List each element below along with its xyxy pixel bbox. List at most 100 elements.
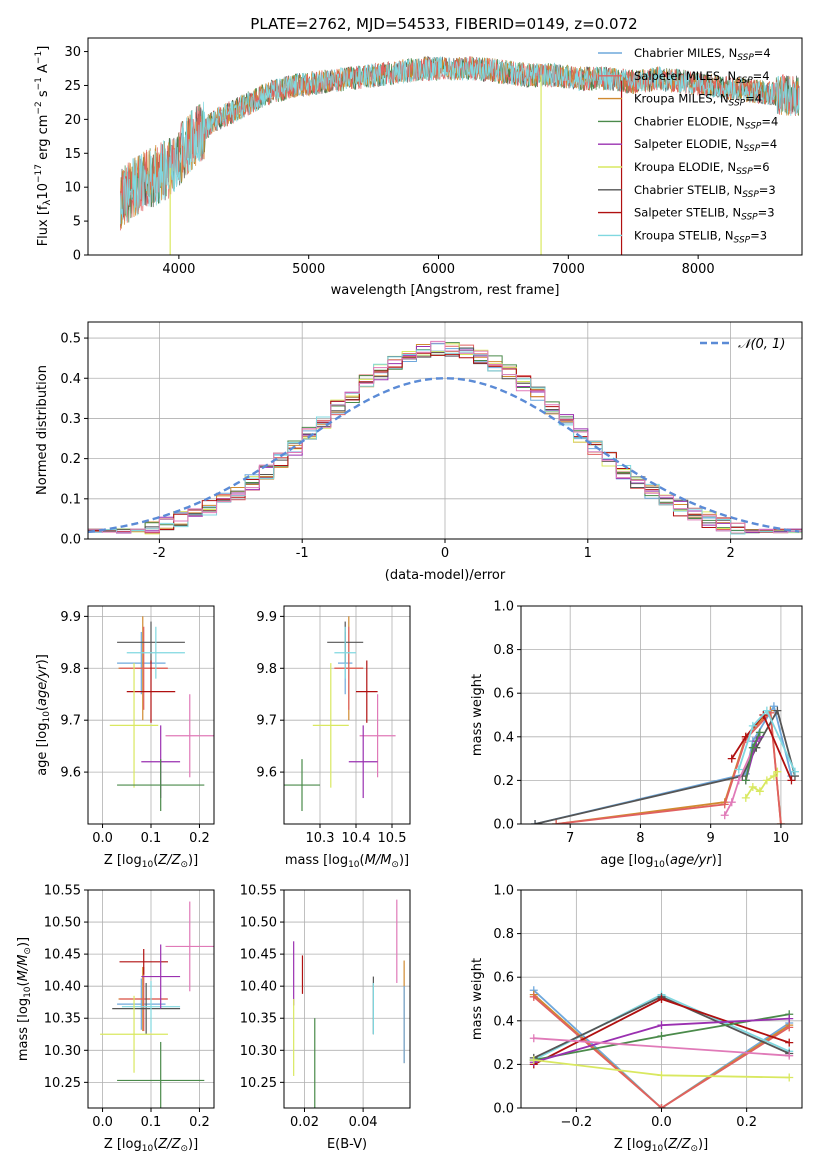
y-axis-label: Flux [fλ10−17 erg cm−2 s−1 A−1] xyxy=(34,46,53,247)
legend-label-part: Kroupa MILES, N xyxy=(634,92,729,106)
x-axis-label-part: ⊙ xyxy=(180,860,188,870)
y-axis-label-part: age [log xyxy=(35,723,50,776)
x-axis-label-part: 10 xyxy=(652,1144,664,1154)
x-tick-label: 0.2 xyxy=(189,831,210,846)
x-tick-label: 0.04 xyxy=(349,1115,378,1130)
x-axis-label: wavelength [Angstrom, rest frame] xyxy=(331,283,560,298)
weight-vs-age-axes: 7 8 9 10 0.0 0.2 0.4 0.6 0.8 1.0 xyxy=(493,600,802,846)
series-marker xyxy=(790,767,799,776)
series-marker xyxy=(531,820,540,824)
legend-label: Salpeter ELODIE, NSSP=4 xyxy=(634,137,777,154)
y-tick-label: 0.0 xyxy=(493,1102,514,1117)
y-tick-label: 0.6 xyxy=(493,687,514,702)
legend-label-part: SSP xyxy=(736,167,753,177)
weight-vs-age-frame xyxy=(520,605,803,825)
y-tick-label: 0.2 xyxy=(60,452,81,467)
y-axis-label-part: erg cm xyxy=(36,115,51,164)
y-tick-label: 0.1 xyxy=(60,492,81,507)
y-tick-label: 0.2 xyxy=(493,774,514,789)
legend-label-part: Salpeter MILES, N xyxy=(634,69,736,83)
x-tick-label: 7000 xyxy=(552,262,585,277)
x-axis-label-part: 10 xyxy=(348,860,360,870)
y-tick-label: 9.6 xyxy=(256,766,277,781)
y-tick-label: 0 xyxy=(73,249,81,264)
x-axis-label-part: ( xyxy=(665,853,670,868)
series-marker xyxy=(785,1023,794,1032)
y-axis-label: Normed distribution xyxy=(35,365,50,495)
legend-label: Kroupa ELODIE, NSSP=6 xyxy=(634,160,770,177)
y-tick-label: 1.0 xyxy=(493,884,514,899)
x-tick-label: 10.3 xyxy=(306,831,335,846)
x-axis-label: E(B-V) xyxy=(327,1137,367,1152)
series-marker xyxy=(748,782,757,791)
y-tick-label: 10.55 xyxy=(240,884,277,899)
y-tick-label: 9.7 xyxy=(60,714,81,729)
y-tick-label: 10.50 xyxy=(240,916,277,931)
y-axis-label-part: ] xyxy=(36,46,51,51)
x-tick-label: 10 xyxy=(773,831,790,846)
x-tick-label: 0.0 xyxy=(92,831,113,846)
x-axis-label-part: ( xyxy=(663,1137,668,1152)
x-tick-label: 0.0 xyxy=(651,1115,672,1130)
legend-label: Chabrier MILES, NSSP=4 xyxy=(634,46,771,63)
y-tick-label: 10.40 xyxy=(240,980,277,995)
x-axis-label-part: M/M xyxy=(365,853,392,868)
legend-label-part: =3 xyxy=(759,183,776,197)
y-axis-label-part: )] xyxy=(16,937,31,947)
legend-label-part: =6 xyxy=(753,160,770,174)
legend-label-part: Chabrier MILES, N xyxy=(634,46,737,60)
y-axis-label-part: s xyxy=(36,90,51,101)
y-axis-label-part: 10 xyxy=(36,183,51,200)
y-tick-label: 10.25 xyxy=(240,1076,277,1091)
series-marker xyxy=(657,1021,666,1030)
series-marker xyxy=(720,800,729,809)
y-tick-label: 10.45 xyxy=(44,948,81,963)
y-axis-label: mass [log10(M/M⊙)] xyxy=(16,937,33,1061)
x-tick-label: 0.1 xyxy=(141,1115,162,1130)
series-marker xyxy=(657,1071,666,1080)
y-axis-label-part: Flux [f xyxy=(36,205,51,246)
legend-label-part: =4 xyxy=(745,92,762,106)
y-tick-label: 0.2 xyxy=(493,1058,514,1073)
y-axis-label-part: 10 xyxy=(42,711,52,723)
y-axis-label-part: A xyxy=(36,64,51,77)
legend-label-part: SSP xyxy=(734,235,751,245)
y-axis-label-part: ⊙ xyxy=(23,947,33,955)
spectrum-line xyxy=(120,56,800,225)
y-axis-label-part: −1 xyxy=(34,77,44,90)
mass-vs-EBV-frame xyxy=(283,889,411,1109)
x-axis-label-part: ( xyxy=(360,853,365,868)
series-marker xyxy=(657,995,666,1003)
y-tick-label: 0.4 xyxy=(493,730,514,745)
legend-label-part: =4 xyxy=(754,46,771,60)
series-marker xyxy=(741,793,750,802)
legend-label-part: Kroupa ELODIE, N xyxy=(634,160,736,174)
series-marker xyxy=(769,702,778,711)
y-tick-label: 9.6 xyxy=(60,766,81,781)
x-axis-label-part: Z [log xyxy=(104,1137,142,1152)
x-tick-label: 5000 xyxy=(292,262,325,277)
y-tick-label: 1.0 xyxy=(493,600,514,615)
x-axis-label-part: age [log xyxy=(600,853,653,868)
legend-label: Kroupa STELIB, NSSP=3 xyxy=(634,228,767,245)
x-tick-label: 10.4 xyxy=(342,831,371,846)
x-tick-label: 2 xyxy=(726,546,734,561)
legend-label-part: SSP xyxy=(742,190,759,200)
series-marker xyxy=(657,1032,666,1041)
x-tick-label: 0.0 xyxy=(92,1115,113,1130)
y-axis-label-part: mass [log xyxy=(16,998,31,1061)
weight-vs-Z-frame xyxy=(520,889,803,1109)
x-axis-label-part: Z [log xyxy=(614,1137,652,1152)
y-tick-label: 10.30 xyxy=(240,1044,277,1059)
series-marker xyxy=(785,1051,794,1060)
y-tick-label: 9.8 xyxy=(60,662,81,677)
spectrum-frame xyxy=(87,37,803,256)
series-marker xyxy=(529,992,538,1001)
x-axis-label-part: Z/Z xyxy=(667,1137,691,1152)
y-axis-label-part: 10 xyxy=(23,986,33,998)
series-marker xyxy=(787,776,796,785)
y-tick-label: 0.4 xyxy=(60,372,81,387)
series-marker xyxy=(762,776,771,785)
y-tick-label: 25 xyxy=(64,79,81,94)
